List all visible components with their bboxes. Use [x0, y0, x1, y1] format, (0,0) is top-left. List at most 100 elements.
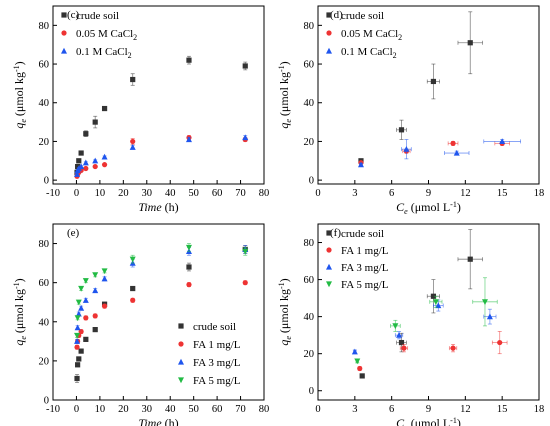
series-1	[357, 331, 508, 372]
data-point	[75, 310, 82, 317]
data-point	[129, 144, 136, 150]
x-tick-label: 9	[426, 188, 431, 199]
legend-label: crude soil	[76, 10, 119, 22]
y-axis-label: qe (μmol kg-1)	[277, 61, 293, 128]
data-point	[450, 345, 456, 351]
legend-label: crude soil	[193, 321, 236, 333]
y-axis-superscript: -1	[277, 282, 286, 289]
data-point	[467, 256, 473, 262]
data-point	[357, 161, 364, 168]
y-axis-close: )	[277, 278, 291, 282]
data-point	[101, 303, 108, 309]
data-point	[242, 134, 249, 141]
x-tick-label: 40	[165, 188, 176, 199]
legend-marker	[326, 247, 332, 253]
y-tick-label: 60	[39, 60, 50, 71]
y-axis-unit: (μmol kg	[12, 289, 26, 336]
x-axis-unit: (μmol L	[408, 416, 450, 426]
y-tick-label: 40	[39, 317, 50, 328]
data-point	[74, 315, 81, 322]
data-point	[76, 356, 82, 362]
y-tick-label: 20	[39, 356, 50, 367]
data-point	[130, 285, 136, 292]
data-point	[92, 313, 98, 319]
x-tick-label: 30	[142, 188, 153, 199]
legend-marker	[61, 12, 67, 18]
legend-marker	[326, 281, 332, 288]
data-point	[78, 163, 85, 170]
data-point	[78, 285, 85, 292]
data-point	[430, 293, 437, 299]
data-point	[242, 248, 249, 255]
legend-marker	[61, 30, 67, 36]
legend: crude soil FA 1 mg/L FA 3 mg/L FA 5 mg/L	[178, 321, 241, 387]
y-tick-label: 60	[304, 60, 315, 71]
y-axis-close: )	[12, 278, 26, 282]
data-point	[359, 373, 365, 379]
data-point	[186, 282, 192, 288]
legend-subscript: 2	[133, 33, 137, 42]
data-point	[83, 165, 89, 172]
data-point	[130, 138, 136, 145]
x-tick-label: 3	[352, 188, 357, 199]
x-tick-label: 12	[460, 404, 471, 415]
y-axis-label: qe (μmol kg-1)	[277, 278, 293, 345]
data-point	[186, 264, 192, 270]
panel-label: (f)	[330, 227, 341, 239]
y-axis-label: qe (μmol kg-1)	[12, 61, 28, 128]
x-axis-symbol: Time	[138, 416, 162, 426]
legend-label: FA 3 mg/L	[193, 357, 241, 369]
data-point	[453, 149, 460, 156]
data-point	[130, 297, 136, 303]
y-tick-label: 20	[304, 137, 315, 148]
data-point	[101, 153, 108, 160]
data-point	[83, 131, 89, 137]
plot-frame	[52, 223, 265, 401]
data-point	[497, 339, 503, 346]
data-point	[392, 323, 399, 330]
data-point	[78, 304, 85, 311]
y-axis-subscript: e	[19, 119, 28, 123]
y-tick-label: 60	[39, 278, 50, 289]
y-axis-symbol: q	[12, 123, 26, 129]
data-point	[242, 63, 248, 69]
x-axis-subscript: e	[404, 207, 408, 216]
data-point	[75, 299, 82, 306]
x-axis-label: Time (h)	[138, 200, 178, 214]
data-point	[450, 140, 456, 146]
y-axis-superscript: -1	[12, 65, 21, 72]
y-axis-symbol: q	[277, 340, 291, 346]
legend-label: FA 5 mg/L	[193, 375, 241, 387]
x-axis-unit: (h)	[162, 200, 179, 214]
legend-label: crude soil	[341, 228, 384, 240]
legend-label: crude soil	[341, 10, 384, 22]
y-axis-superscript: -1	[277, 65, 286, 72]
x-axis-symbol: C	[396, 416, 405, 426]
data-point	[499, 138, 506, 145]
series-1	[358, 140, 510, 166]
data-point	[92, 163, 98, 170]
x-axis-label: Ce (μmol L-1)	[396, 416, 461, 426]
x-axis-subscript: e	[404, 423, 408, 426]
x-tick-label: 50	[188, 188, 199, 199]
legend-marker	[178, 341, 184, 347]
data-point	[92, 287, 99, 294]
x-tick-label: 50	[188, 404, 199, 415]
series-3	[74, 243, 249, 339]
y-tick-label: 20	[39, 137, 50, 148]
x-axis-unit: (h)	[162, 416, 179, 426]
x-tick-label: 0	[74, 404, 79, 415]
y-axis-close: )	[277, 61, 291, 65]
data-point	[75, 163, 81, 170]
legend-marker	[326, 230, 332, 236]
x-tick-label: 0	[315, 404, 320, 415]
data-point	[101, 105, 108, 112]
data-point	[101, 268, 108, 275]
x-tick-label: 12	[460, 188, 471, 199]
x-tick-label: 0	[74, 188, 79, 199]
legend-label: 0.1 M CaCl2	[341, 46, 397, 60]
legend-marker	[178, 323, 184, 329]
data-point	[76, 158, 82, 164]
